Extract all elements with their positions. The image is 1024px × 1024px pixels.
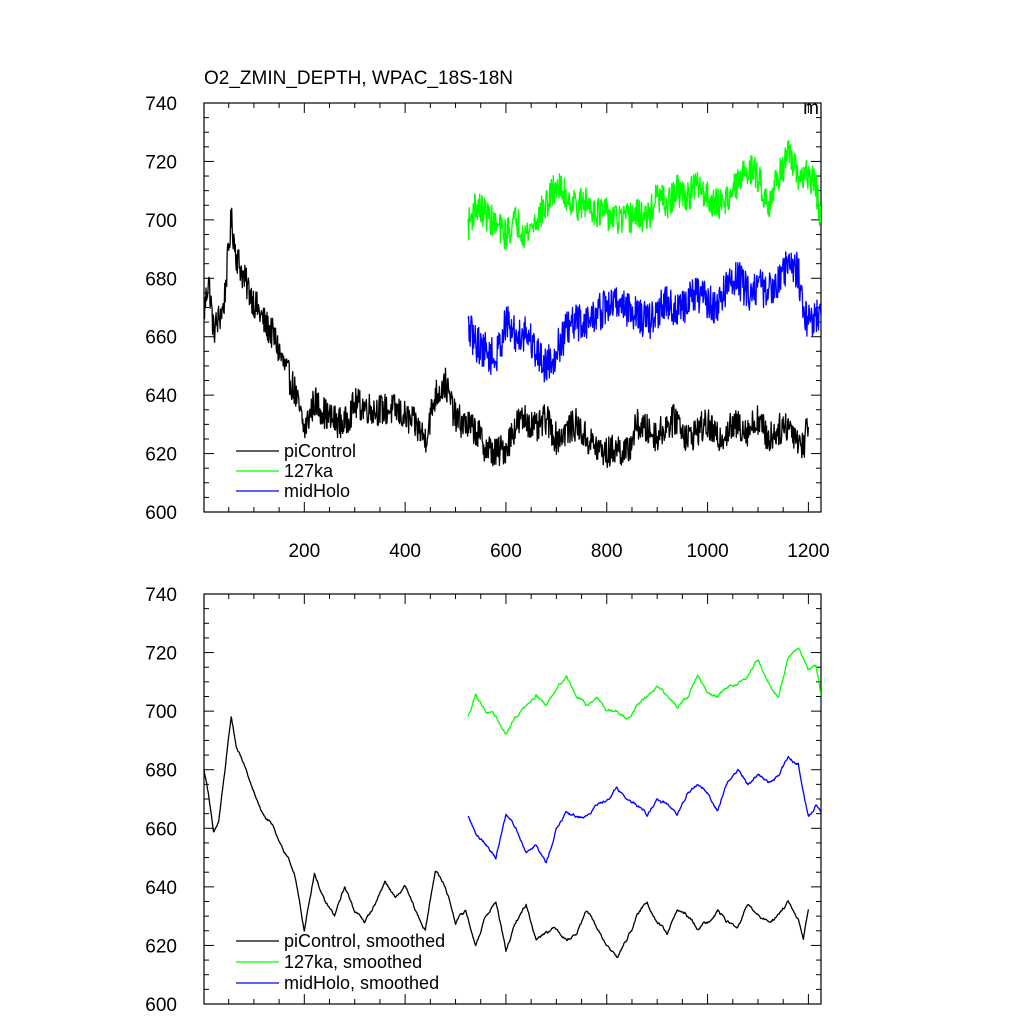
y-tick-label: 740: [145, 94, 177, 115]
y-tick-label: 660: [145, 328, 177, 349]
x-tick-label: 1000: [686, 541, 728, 562]
x-tick-label: 600: [490, 541, 522, 562]
y-tick-label: 700: [145, 702, 177, 723]
y-tick-label: 640: [145, 386, 177, 407]
y-tick-label: 720: [145, 152, 177, 173]
y-tick-label: 640: [145, 878, 177, 899]
x-tick-label: 200: [288, 541, 320, 562]
y-tick-label: 680: [145, 761, 177, 782]
y-tick-label: 600: [145, 503, 177, 524]
x-tick-label: 1200: [787, 541, 829, 562]
legend-label: 127ka, smoothed: [284, 952, 422, 972]
series-line-midholo: [467, 251, 821, 383]
legend-label: midHolo, smoothed: [284, 973, 439, 993]
y-tick-label: 620: [145, 936, 177, 957]
y-tick-label: 700: [145, 211, 177, 232]
units-label: m: [803, 98, 819, 119]
x-tick-label: 400: [389, 541, 421, 562]
top-panel: O2_ZMIN_DEPTH, WPAC_18S-18N m 200 400 600 8…: [145, 68, 829, 562]
legend-label: midHolo: [284, 481, 350, 501]
y-tick-label: 660: [145, 819, 177, 840]
bottom-panel: 600 620 640 660 680 700 720 740 piControl, smoot…: [145, 585, 822, 1016]
legend-label: piControl: [284, 441, 356, 461]
chart-title: O2_ZMIN_DEPTH, WPAC_18S-18N: [204, 68, 513, 89]
series-line-127ka: [467, 139, 821, 251]
series-line-picontrol: [204, 207, 810, 469]
y-tick-label: 740: [145, 585, 177, 606]
series-line-picontrol-smoothed: [204, 716, 810, 959]
y-tick-label: 620: [145, 445, 177, 466]
y-tick-label: 680: [145, 269, 177, 290]
y-tick-label: 600: [145, 995, 177, 1016]
series-line-127ka-smoothed: [467, 647, 821, 735]
y-tick-label: 720: [145, 644, 177, 665]
series-line-midholo-smoothed: [467, 755, 821, 864]
x-tick-label: 800: [591, 541, 623, 562]
legend-label: piControl, smoothed: [284, 931, 445, 951]
legend-label: 127ka: [284, 461, 334, 481]
